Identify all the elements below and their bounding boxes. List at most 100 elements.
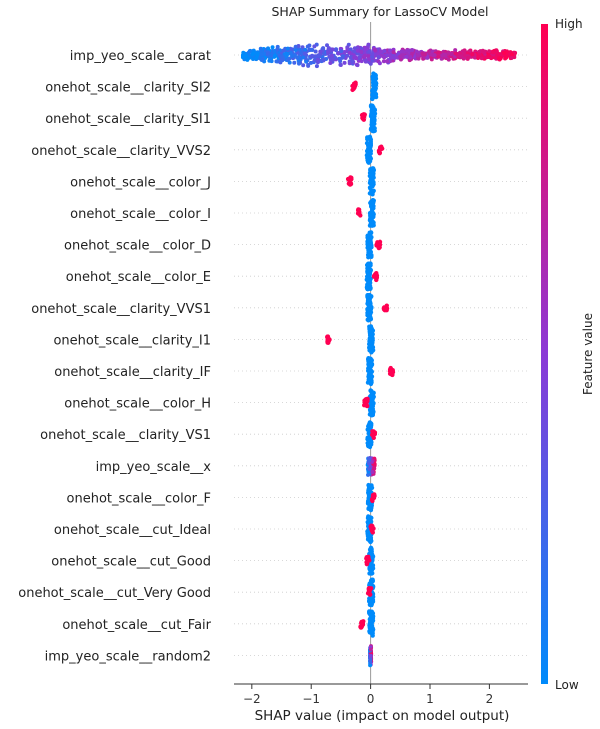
shap-point	[377, 150, 382, 155]
shap-point	[462, 48, 467, 53]
feature-points	[364, 134, 385, 165]
shap-point	[368, 609, 373, 614]
shap-point	[368, 421, 374, 427]
shap-point	[389, 369, 395, 374]
shap-point	[282, 52, 287, 57]
shap-point	[355, 63, 360, 68]
feature-points	[350, 71, 379, 102]
row-guides	[234, 54, 528, 656]
shap-point	[367, 625, 373, 630]
shap-point	[301, 63, 306, 68]
shap-point	[368, 371, 373, 377]
shap-point	[368, 276, 373, 281]
shap-point	[243, 53, 248, 58]
shap-point	[388, 48, 393, 53]
shap-point	[366, 557, 371, 562]
shap-point	[352, 49, 357, 54]
shap-point	[356, 48, 361, 53]
shap-point	[338, 59, 343, 64]
shap-point	[360, 621, 366, 626]
shap-point	[356, 51, 361, 56]
x-axis: −2 −1 0 1 2	[234, 683, 528, 706]
shap-point	[432, 53, 437, 58]
shap-point	[487, 49, 492, 54]
feature-label: onehot_scale__color_D	[64, 239, 211, 254]
feature-label: onehot_scale__clarity_VS1	[40, 428, 211, 443]
shap-point	[371, 495, 376, 500]
shap-point	[367, 581, 373, 586]
shap-point	[368, 442, 373, 447]
shap-point	[491, 50, 496, 55]
shap-point	[446, 57, 451, 62]
feature-points	[240, 42, 518, 69]
shap-point	[367, 271, 372, 277]
shap-point	[369, 526, 374, 531]
shap-point	[369, 621, 374, 627]
shap-point	[371, 179, 376, 185]
shap-point	[370, 429, 375, 434]
shap-point	[288, 51, 293, 56]
shap-point	[378, 146, 383, 151]
shap-point	[494, 50, 499, 55]
shap-point	[245, 57, 250, 62]
shap-point	[368, 216, 374, 221]
shap-point	[326, 50, 331, 55]
shap-point	[300, 45, 305, 50]
shap-point	[370, 564, 375, 569]
shap-point	[421, 52, 426, 57]
shap-point	[368, 103, 374, 108]
shap-point	[340, 55, 345, 60]
feature-label: onehot_scale__color_J	[70, 175, 211, 190]
shap-point	[391, 50, 396, 55]
shap-point	[347, 61, 352, 66]
shap-point	[314, 64, 319, 69]
feature-points	[365, 230, 383, 260]
feature-label: onehot_scale__color_H	[64, 397, 211, 412]
shap-point	[301, 55, 306, 60]
feature-points	[358, 609, 376, 638]
shap-point	[372, 75, 378, 81]
feature-points	[365, 456, 377, 477]
shap-point	[338, 62, 343, 67]
shap-point	[367, 57, 372, 62]
shap-point	[504, 55, 509, 60]
shap-point	[374, 243, 379, 248]
shap-point	[370, 118, 375, 124]
shap-point	[374, 277, 379, 283]
shap-point	[373, 82, 379, 88]
shap-point	[363, 47, 368, 52]
shap-point	[429, 52, 434, 57]
shap-point	[510, 52, 515, 57]
shap-point	[292, 60, 297, 65]
shap-point	[379, 53, 384, 58]
shap-point	[315, 57, 320, 62]
shap-point	[259, 58, 264, 63]
feature-points	[355, 198, 376, 228]
shap-point	[321, 46, 326, 51]
feature-label: onehot_scale__clarity_SI1	[45, 112, 211, 127]
shap-point	[371, 91, 377, 97]
shap-point	[367, 571, 373, 576]
shap-point	[347, 50, 352, 55]
shap-point	[370, 469, 375, 474]
shap-point	[368, 155, 373, 160]
shap-point	[362, 53, 367, 58]
shap-point	[307, 43, 312, 48]
shap-point	[436, 54, 441, 59]
shap-point	[497, 52, 502, 57]
shap-point	[306, 62, 311, 67]
shap-point	[370, 396, 375, 401]
shap-point	[366, 264, 371, 269]
shap-point	[370, 577, 375, 582]
shap-point	[365, 294, 371, 299]
shap-point	[310, 47, 315, 52]
feature-label: imp_yeo_scale__random2	[45, 649, 211, 664]
x-tick-label: 2	[486, 692, 494, 706]
shap-point	[303, 47, 308, 52]
shap-point	[479, 56, 484, 61]
shap-point	[367, 49, 372, 54]
shap-point	[313, 49, 318, 54]
shap-point	[352, 46, 357, 51]
feature-points	[359, 103, 378, 134]
